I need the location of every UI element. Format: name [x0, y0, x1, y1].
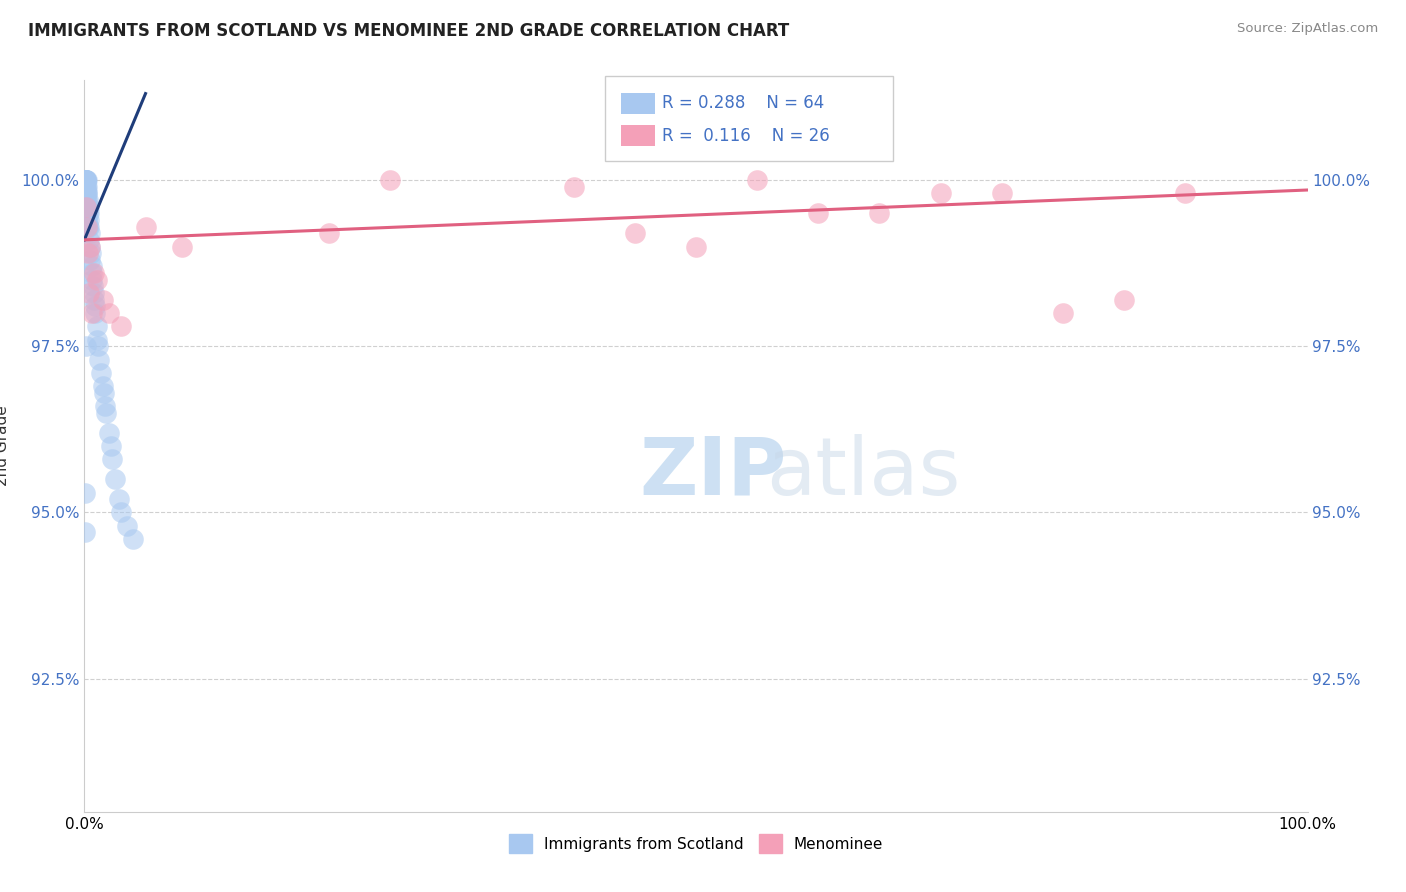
Text: Source: ZipAtlas.com: Source: ZipAtlas.com [1237, 22, 1378, 36]
Point [380, 173, 402, 187]
Text: R = 0.288    N = 64: R = 0.288 N = 64 [662, 95, 824, 112]
Point [75, 485, 97, 500]
Point [104, 472, 127, 486]
Point [90, 366, 112, 380]
Point [87, 352, 110, 367]
Point [97, 306, 120, 320]
Point [991, 186, 1014, 201]
Point [76, 219, 98, 234]
Point [869, 206, 891, 220]
Point [73, 179, 96, 194]
Point [77, 193, 100, 207]
Point [75, 525, 97, 540]
Point [110, 319, 132, 334]
Point [75, 179, 97, 194]
Point [110, 506, 132, 520]
Point [83, 266, 105, 280]
Point [76, 173, 98, 187]
Point [80, 246, 103, 260]
Point [77, 206, 100, 220]
Text: R =  0.116    N = 26: R = 0.116 N = 26 [662, 127, 830, 145]
Y-axis label: 2nd Grade: 2nd Grade [0, 406, 10, 486]
Point [318, 226, 340, 240]
Point [82, 266, 104, 280]
Point [73, 173, 96, 187]
Point [77, 219, 100, 234]
Text: IMMIGRANTS FROM SCOTLAND VS MENOMINEE 2ND GRADE CORRELATION CHART: IMMIGRANTS FROM SCOTLAND VS MENOMINEE 2N… [28, 22, 789, 40]
Point [75, 173, 97, 187]
Legend: Immigrants from Scotland, Menominee: Immigrants from Scotland, Menominee [502, 828, 890, 859]
Point [73, 173, 96, 187]
Point [135, 219, 157, 234]
Point [79, 239, 101, 253]
Point [685, 239, 707, 253]
Point [75, 179, 97, 194]
Point [77, 200, 100, 214]
Point [77, 206, 100, 220]
Point [83, 286, 105, 301]
Point [101, 452, 124, 467]
Point [75, 200, 97, 214]
Point [76, 186, 98, 201]
Point [76, 186, 98, 201]
Point [75, 186, 97, 201]
Point [1052, 306, 1074, 320]
Point [76, 179, 98, 194]
Point [91, 379, 114, 393]
Point [75, 173, 97, 187]
Point [93, 385, 115, 400]
Point [86, 273, 108, 287]
Point [77, 219, 100, 234]
Point [80, 306, 103, 320]
Point [122, 532, 145, 546]
Point [75, 173, 97, 187]
Point [97, 425, 120, 440]
Point [86, 319, 108, 334]
Point [79, 239, 101, 253]
Point [86, 333, 108, 347]
Point [76, 200, 98, 214]
Point [82, 279, 104, 293]
Point [94, 399, 117, 413]
Point [73, 173, 96, 187]
Point [1114, 293, 1136, 307]
Point [115, 518, 138, 533]
Point [100, 439, 122, 453]
Point [83, 299, 105, 313]
Point [76, 193, 98, 207]
Point [77, 233, 100, 247]
Point [73, 173, 96, 187]
Point [76, 206, 98, 220]
Point [562, 179, 585, 194]
Point [77, 246, 100, 260]
Point [75, 173, 97, 187]
Point [83, 293, 105, 307]
Point [75, 200, 97, 214]
Point [77, 286, 100, 301]
Point [75, 186, 97, 201]
Point [624, 226, 647, 240]
Point [1174, 186, 1197, 201]
Point [172, 239, 194, 253]
Point [80, 260, 103, 274]
Point [747, 173, 769, 187]
Point [75, 173, 97, 187]
Point [77, 213, 100, 227]
Point [87, 339, 110, 353]
Point [807, 206, 830, 220]
Point [75, 193, 97, 207]
Point [84, 306, 107, 320]
Point [929, 186, 952, 201]
Point [75, 339, 97, 353]
Text: ZIP: ZIP [640, 434, 787, 512]
Point [80, 273, 103, 287]
Point [76, 213, 98, 227]
Point [107, 492, 129, 507]
Point [79, 226, 101, 240]
Point [91, 293, 114, 307]
Text: atlas: atlas [766, 434, 960, 512]
Point [96, 406, 118, 420]
Point [79, 252, 101, 267]
